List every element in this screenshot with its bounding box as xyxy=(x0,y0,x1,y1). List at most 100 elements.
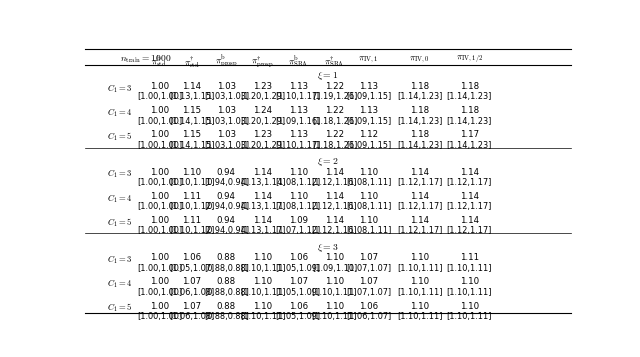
Text: 1.00: 1.00 xyxy=(150,216,169,225)
Text: 1.03: 1.03 xyxy=(217,130,236,139)
Text: 1.10: 1.10 xyxy=(253,302,272,311)
Text: 1.00: 1.00 xyxy=(150,253,169,262)
Text: [1.09,1.15]: [1.09,1.15] xyxy=(346,92,391,101)
Text: 1.06: 1.06 xyxy=(359,302,378,311)
Text: 1.11: 1.11 xyxy=(182,192,201,201)
Text: [1.10,1.12]: [1.10,1.12] xyxy=(169,202,214,211)
Text: 1.10: 1.10 xyxy=(359,192,378,201)
Text: $\pi^{\dagger}_{\mathrm{SRA}}$: $\pi^{\dagger}_{\mathrm{SRA}}$ xyxy=(324,54,345,69)
Text: [1.08,1.11]: [1.08,1.11] xyxy=(346,226,391,236)
Text: $\pi^{\dagger}_{\mathrm{std}}$: $\pi^{\dagger}_{\mathrm{std}}$ xyxy=(184,54,200,70)
Text: 1.00: 1.00 xyxy=(150,106,169,115)
Text: 1.12: 1.12 xyxy=(359,130,378,139)
Text: [1.00,1.00]: [1.00,1.00] xyxy=(137,288,182,297)
Text: $\pi_{\mathrm{IV},1}$: $\pi_{\mathrm{IV},1}$ xyxy=(358,54,379,65)
Text: [1.10,1.11]: [1.10,1.11] xyxy=(312,288,357,297)
Text: 1.14: 1.14 xyxy=(410,168,429,177)
Text: [1.03,1.03]: [1.03,1.03] xyxy=(204,116,249,126)
Text: 1.10: 1.10 xyxy=(410,253,429,262)
Text: [1.08,1.11]: [1.08,1.11] xyxy=(346,202,391,211)
Text: [1.00,1.00]: [1.00,1.00] xyxy=(137,263,182,273)
Text: [1.00,1.00]: [1.00,1.00] xyxy=(137,202,182,211)
Text: 1.22: 1.22 xyxy=(325,106,344,115)
Text: $\xi = 1$: $\xi = 1$ xyxy=(317,70,339,82)
Text: 1.18: 1.18 xyxy=(410,106,429,115)
Text: [0.88,0.88]: [0.88,0.88] xyxy=(204,263,249,273)
Text: $\xi = 2$: $\xi = 2$ xyxy=(317,156,339,168)
Text: [1.10,1.11]: [1.10,1.11] xyxy=(240,263,285,273)
Text: [1.00,1.00]: [1.00,1.00] xyxy=(137,92,182,101)
Text: 1.10: 1.10 xyxy=(289,168,308,177)
Text: 1.14: 1.14 xyxy=(460,168,479,177)
Text: 1.10: 1.10 xyxy=(410,277,429,286)
Text: $C_1 = 4$: $C_1 = 4$ xyxy=(108,278,132,290)
Text: 1.07: 1.07 xyxy=(359,277,378,286)
Text: [1.10,1.11]: [1.10,1.11] xyxy=(312,312,357,321)
Text: 1.14: 1.14 xyxy=(460,216,479,225)
Text: [1.18,1.26]: [1.18,1.26] xyxy=(312,141,357,150)
Text: [0.94,0.94]: [0.94,0.94] xyxy=(204,202,249,211)
Text: [1.09,1.15]: [1.09,1.15] xyxy=(346,141,391,150)
Text: [1.14,1.23]: [1.14,1.23] xyxy=(397,92,442,101)
Text: [1.09,1.15]: [1.09,1.15] xyxy=(346,116,391,126)
Text: [1.07,1.07]: [1.07,1.07] xyxy=(346,263,391,273)
Text: $C_1 = 5$: $C_1 = 5$ xyxy=(108,131,132,143)
Text: [1.10,1.12]: [1.10,1.12] xyxy=(169,226,214,236)
Text: 1.07: 1.07 xyxy=(289,277,308,286)
Text: 1.14: 1.14 xyxy=(325,192,344,201)
Text: $\pi^{\mathrm{b}}_{\mathrm{std}}$: $\pi^{\mathrm{b}}_{\mathrm{std}}$ xyxy=(151,54,168,69)
Text: 1.14: 1.14 xyxy=(253,168,272,177)
Text: 1.10: 1.10 xyxy=(410,302,429,311)
Text: [1.14,1.23]: [1.14,1.23] xyxy=(397,141,442,150)
Text: $\pi_{\mathrm{IV},0}$: $\pi_{\mathrm{IV},0}$ xyxy=(410,54,430,65)
Text: 1.18: 1.18 xyxy=(460,106,479,115)
Text: 1.10: 1.10 xyxy=(325,277,344,286)
Text: $\xi = 3$: $\xi = 3$ xyxy=(317,242,339,253)
Text: 1.14: 1.14 xyxy=(410,216,429,225)
Text: 1.18: 1.18 xyxy=(460,82,479,91)
Text: [1.20,1.29]: [1.20,1.29] xyxy=(240,116,285,126)
Text: [1.13,1.15]: [1.13,1.15] xyxy=(169,92,214,101)
Text: 1.07: 1.07 xyxy=(359,253,378,262)
Text: 1.23: 1.23 xyxy=(253,130,272,139)
Text: [0.88,0.88]: [0.88,0.88] xyxy=(204,288,249,297)
Text: $n_{\mathrm{train}} = 1000$: $n_{\mathrm{train}} = 1000$ xyxy=(120,54,171,65)
Text: [1.06,1.07]: [1.06,1.07] xyxy=(346,312,391,321)
Text: [1.07,1.07]: [1.07,1.07] xyxy=(346,288,391,297)
Text: [1.09,1.10]: [1.09,1.10] xyxy=(312,263,357,273)
Text: [1.10,1.17]: [1.10,1.17] xyxy=(276,92,321,101)
Text: 1.10: 1.10 xyxy=(325,253,344,262)
Text: [1.09,1.16]: [1.09,1.16] xyxy=(276,116,321,126)
Text: $\pi^{\mathrm{b}}_{\mathrm{prosp}}$: $\pi^{\mathrm{b}}_{\mathrm{prosp}}$ xyxy=(215,54,238,69)
Text: 0.88: 0.88 xyxy=(217,277,236,286)
Text: 1.00: 1.00 xyxy=(150,302,169,311)
Text: 1.14: 1.14 xyxy=(325,168,344,177)
Text: [1.06,1.08]: [1.06,1.08] xyxy=(169,312,214,321)
Text: 1.10: 1.10 xyxy=(289,192,308,201)
Text: 1.22: 1.22 xyxy=(325,130,344,139)
Text: [1.13,1.17]: [1.13,1.17] xyxy=(240,202,285,211)
Text: [0.88,0.88]: [0.88,0.88] xyxy=(204,312,249,321)
Text: [1.12,1.16]: [1.12,1.16] xyxy=(312,226,357,236)
Text: [1.13,1.14]: [1.13,1.14] xyxy=(240,178,285,187)
Text: 0.88: 0.88 xyxy=(217,302,236,311)
Text: [1.14,1.23]: [1.14,1.23] xyxy=(447,116,492,126)
Text: 1.03: 1.03 xyxy=(217,106,236,115)
Text: [1.20,1.29]: [1.20,1.29] xyxy=(240,92,285,101)
Text: 0.94: 0.94 xyxy=(217,192,236,201)
Text: 0.88: 0.88 xyxy=(217,253,236,262)
Text: 1.11: 1.11 xyxy=(182,216,201,225)
Text: [1.10,1.11]: [1.10,1.11] xyxy=(447,288,492,297)
Text: [1.10,1.17]: [1.10,1.17] xyxy=(276,141,321,150)
Text: [1.05,1.09]: [1.05,1.09] xyxy=(276,263,321,273)
Text: 1.10: 1.10 xyxy=(182,168,201,177)
Text: 1.18: 1.18 xyxy=(410,82,429,91)
Text: [1.00,1.00]: [1.00,1.00] xyxy=(137,116,182,126)
Text: 1.22: 1.22 xyxy=(325,82,344,91)
Text: [1.14,1.23]: [1.14,1.23] xyxy=(447,141,492,150)
Text: [1.10,1.11]: [1.10,1.11] xyxy=(447,263,492,273)
Text: [1.10,1.11]: [1.10,1.11] xyxy=(397,288,442,297)
Text: 1.14: 1.14 xyxy=(410,192,429,201)
Text: [1.05,1.07]: [1.05,1.07] xyxy=(169,263,214,273)
Text: [1.14,1.23]: [1.14,1.23] xyxy=(397,116,442,126)
